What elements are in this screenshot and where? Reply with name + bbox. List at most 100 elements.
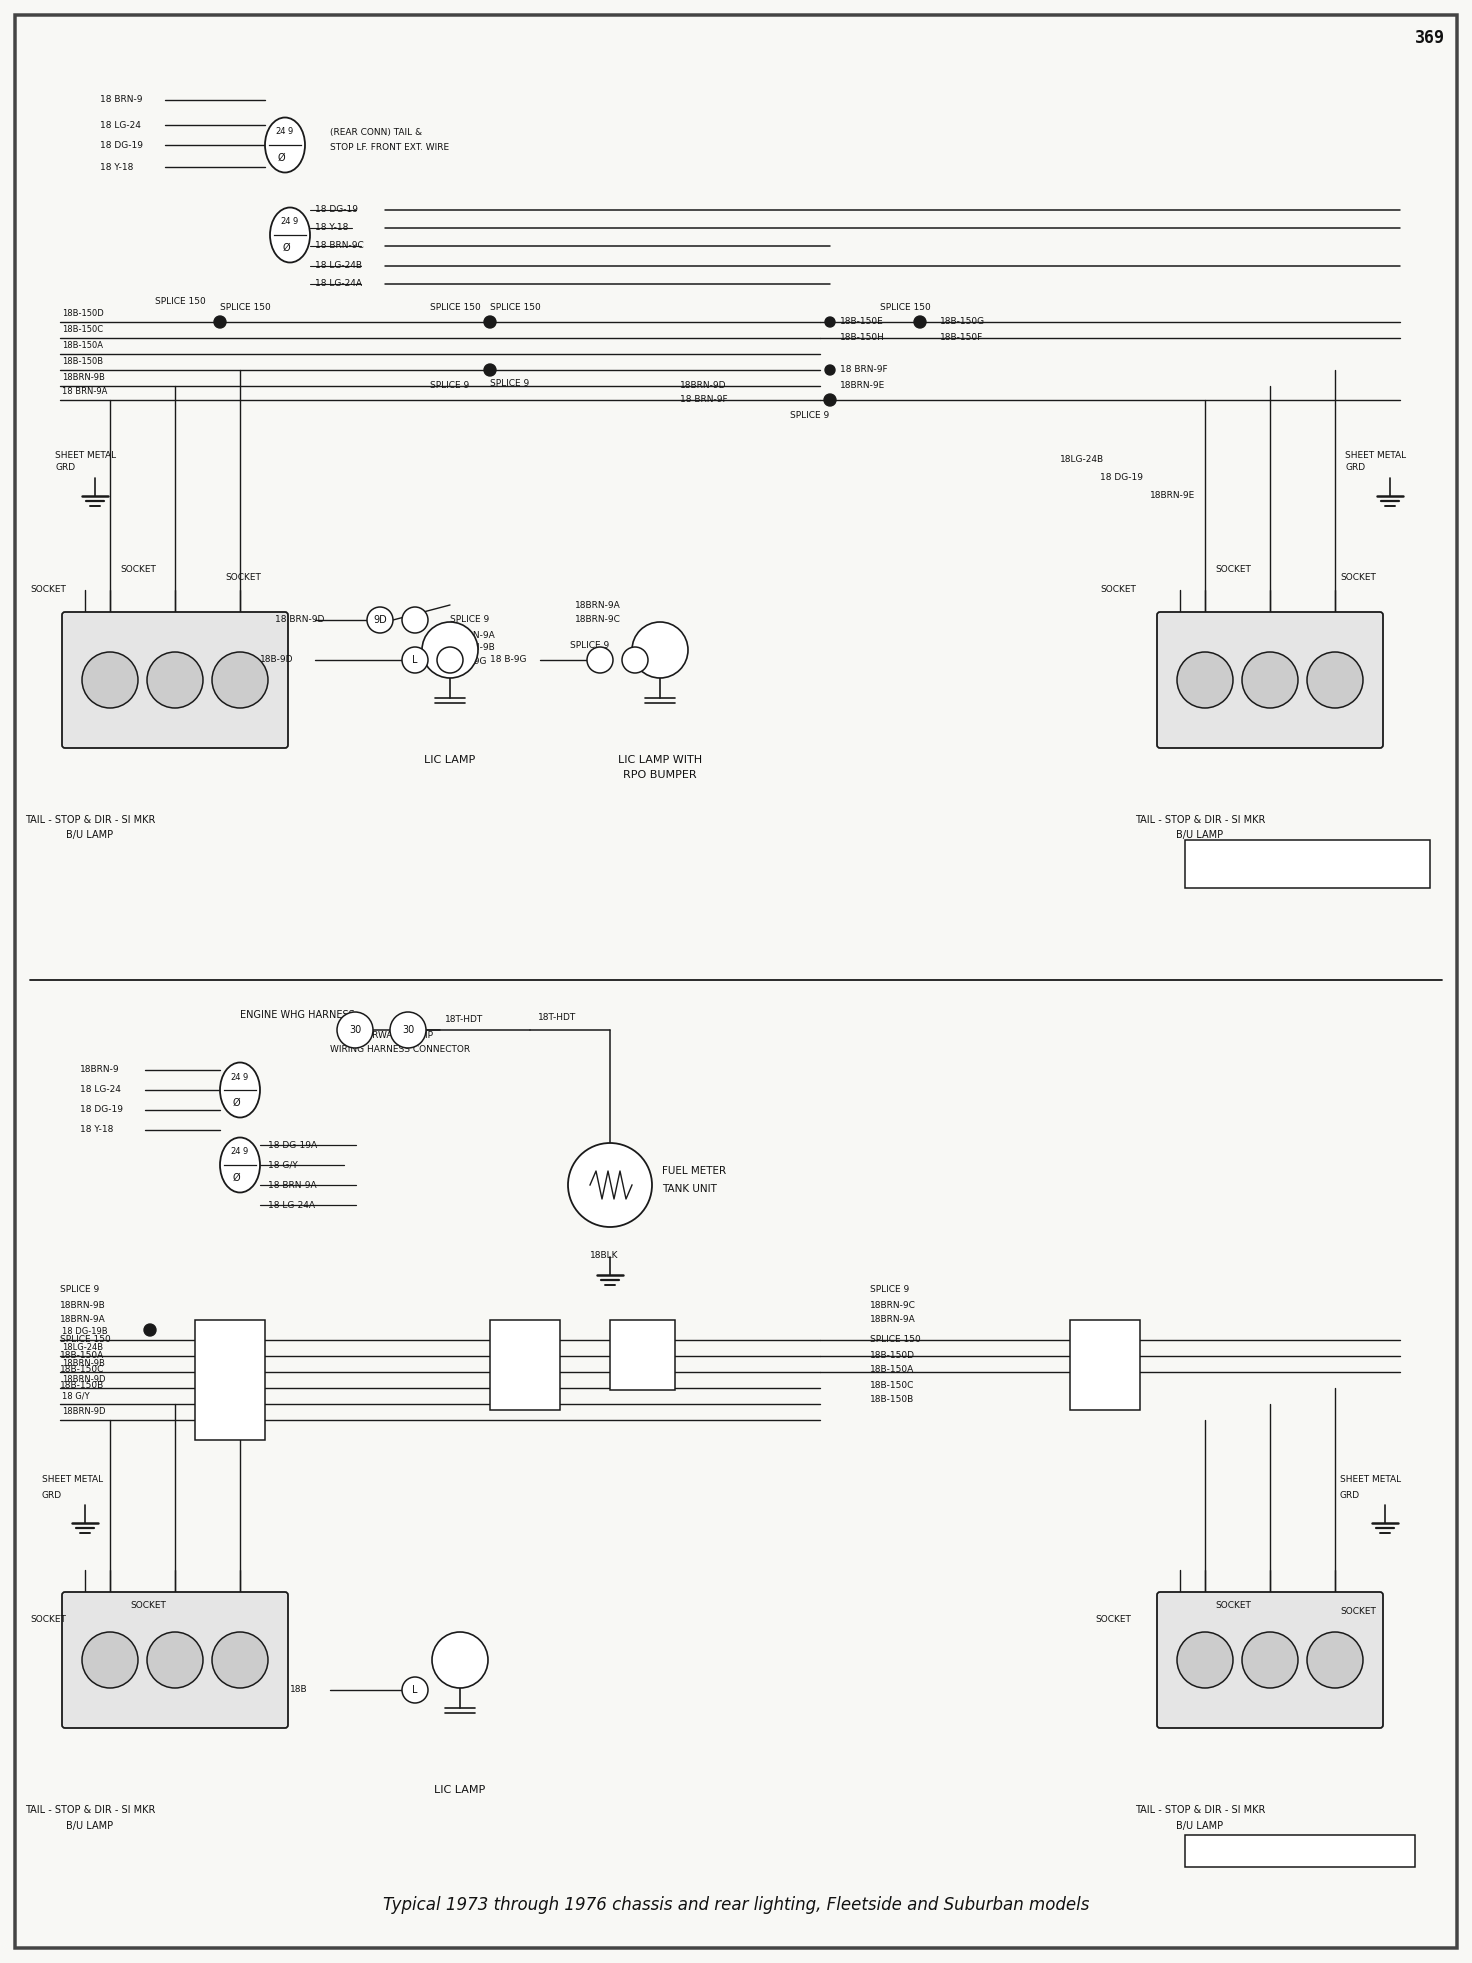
Circle shape (484, 363, 496, 377)
Circle shape (390, 1013, 425, 1048)
Text: SPLICE 9: SPLICE 9 (490, 379, 530, 389)
Text: 18B-150C: 18B-150C (62, 326, 103, 334)
Bar (1070, 1319, 1139, 1409)
Text: LIC LAMP WITH: LIC LAMP WITH (618, 756, 702, 766)
Text: SOCKET: SOCKET (1340, 1608, 1376, 1616)
Text: RPO BUMPER: RPO BUMPER (623, 769, 696, 779)
Text: 18LG-24B: 18LG-24B (1060, 455, 1104, 465)
Text: 18 BRN-9C: 18 BRN-9C (315, 241, 364, 251)
Text: SPLICE 9: SPLICE 9 (870, 1286, 910, 1294)
Text: 18BRN-9A: 18BRN-9A (576, 601, 621, 609)
Circle shape (144, 1323, 156, 1337)
Text: SPLICE 150: SPLICE 150 (219, 304, 271, 312)
FancyBboxPatch shape (1157, 1592, 1384, 1727)
Text: TAIL - STOP & DIR - SI MKR: TAIL - STOP & DIR - SI MKR (1135, 815, 1266, 824)
Text: FLEETSIDE PICK UP: FLEETSIDE PICK UP (1260, 854, 1354, 864)
Text: 18BRN-9E: 18BRN-9E (1150, 491, 1195, 501)
Text: SPLICE 9: SPLICE 9 (430, 381, 470, 389)
Text: SOCKET: SOCKET (130, 1600, 166, 1610)
Text: SOCKET: SOCKET (1340, 573, 1376, 583)
Text: 18BRN-9: 18BRN-9 (79, 1066, 119, 1074)
Text: 18 DG-19: 18 DG-19 (1100, 473, 1142, 483)
Circle shape (402, 1676, 428, 1704)
FancyBboxPatch shape (62, 1592, 289, 1727)
Ellipse shape (219, 1137, 261, 1192)
Text: SPLICE 9: SPLICE 9 (790, 410, 829, 420)
Text: 18B-150F: 18B-150F (941, 334, 983, 342)
Text: GRD: GRD (1340, 1490, 1360, 1500)
Text: 18BRN-9B: 18BRN-9B (62, 1360, 105, 1368)
Text: 18BRN-9B: 18BRN-9B (495, 1366, 537, 1374)
Text: 18 BRN-9A: 18 BRN-9A (268, 1180, 316, 1190)
Bar (1185, 1835, 1415, 1867)
Text: TAIL - STOP & DIR - SI MKR: TAIL - STOP & DIR - SI MKR (25, 1806, 155, 1816)
Text: SPLICE 150: SPLICE 150 (490, 304, 540, 312)
Text: 369: 369 (1415, 29, 1446, 47)
Text: 9: 9 (243, 1148, 247, 1156)
Text: 18 DG-19: 18 DG-19 (79, 1105, 124, 1115)
Circle shape (1307, 1631, 1363, 1688)
Circle shape (1178, 1631, 1234, 1688)
Text: 18B-9D: 18B-9D (261, 656, 293, 665)
Text: SPLICE 150: SPLICE 150 (155, 298, 206, 306)
Text: 18 DG-19: 18 DG-19 (315, 206, 358, 214)
Circle shape (367, 607, 393, 632)
Circle shape (437, 648, 464, 673)
Circle shape (402, 607, 428, 632)
Circle shape (212, 652, 268, 709)
Circle shape (147, 652, 203, 709)
Text: STOP LF. FRONT EXT. WIRE: STOP LF. FRONT EXT. WIRE (330, 143, 449, 153)
Text: 18BRN-9C: 18BRN-9C (576, 616, 621, 624)
Text: LIC LAMP: LIC LAMP (434, 1784, 486, 1794)
Circle shape (623, 648, 648, 673)
Text: 18BRN-9A: 18BRN-9A (200, 1366, 243, 1374)
Text: 18 Y-18: 18 Y-18 (100, 163, 134, 171)
Text: 18T: 18T (344, 1015, 362, 1025)
Text: SOCKET: SOCKET (1214, 565, 1251, 575)
Text: Ø: Ø (283, 243, 290, 253)
Circle shape (337, 1013, 372, 1048)
Text: 18B-150E: 18B-150E (841, 318, 883, 326)
FancyBboxPatch shape (62, 612, 289, 748)
Circle shape (402, 648, 428, 673)
Text: Ø: Ø (277, 153, 284, 163)
Text: 18BRN-9A: 18BRN-9A (870, 1315, 916, 1325)
Text: 18 DG-19: 18 DG-19 (100, 141, 143, 149)
Text: B/U LAMP: B/U LAMP (66, 1822, 113, 1831)
Text: 18BRN-9D: 18BRN-9D (62, 1407, 106, 1417)
Text: SOCKET: SOCKET (225, 573, 261, 583)
Text: 18 LG-24A: 18 LG-24A (268, 1201, 315, 1209)
Text: 18 LG-24: 18 LG-24 (100, 120, 141, 130)
Circle shape (213, 316, 227, 328)
Text: 18B-150B: 18B-150B (62, 357, 103, 367)
Circle shape (147, 1631, 203, 1688)
Text: 18BRN-9B: 18BRN-9B (1075, 1325, 1117, 1335)
Circle shape (484, 316, 496, 328)
Circle shape (422, 622, 478, 677)
Text: 18 DG-19B: 18 DG-19B (62, 1327, 107, 1337)
Text: 18 LG-24B: 18 LG-24B (315, 261, 362, 271)
Text: 18 BRN-9F: 18 BRN-9F (680, 395, 727, 404)
Text: SOCKET: SOCKET (121, 565, 156, 575)
Text: SOCKET: SOCKET (1095, 1616, 1130, 1625)
Text: 18 BRN-9: 18 BRN-9 (100, 96, 143, 104)
Text: 24: 24 (231, 1148, 241, 1156)
Text: 18T-HDT: 18T-HDT (537, 1013, 576, 1023)
Bar (609, 1319, 676, 1390)
Text: RPO E63: RPO E63 (1287, 872, 1328, 881)
Text: 18BRN-9B: 18BRN-9B (62, 373, 105, 383)
Text: 18B-150H: 18B-150H (841, 334, 885, 342)
Circle shape (82, 652, 138, 709)
Text: ENGINE WHG HARNESS: ENGINE WHG HARNESS (240, 1011, 355, 1021)
FancyBboxPatch shape (1157, 612, 1384, 748)
Text: 18B-150G: 18B-150G (941, 318, 985, 326)
Text: SPLICE 150: SPLICE 150 (870, 1335, 921, 1345)
Text: 24: 24 (281, 218, 291, 226)
Text: TAIL - STOP & DIR - SI MKR: TAIL - STOP & DIR - SI MKR (1135, 1806, 1266, 1816)
Text: 18BRN-9B: 18BRN-9B (60, 1301, 106, 1309)
Text: 30: 30 (402, 1025, 414, 1035)
Text: 18BRN-9C: 18BRN-9C (870, 1301, 916, 1309)
Circle shape (484, 316, 495, 328)
Text: 18BLK: 18BLK (590, 1250, 618, 1260)
Text: GRD: GRD (54, 463, 75, 473)
